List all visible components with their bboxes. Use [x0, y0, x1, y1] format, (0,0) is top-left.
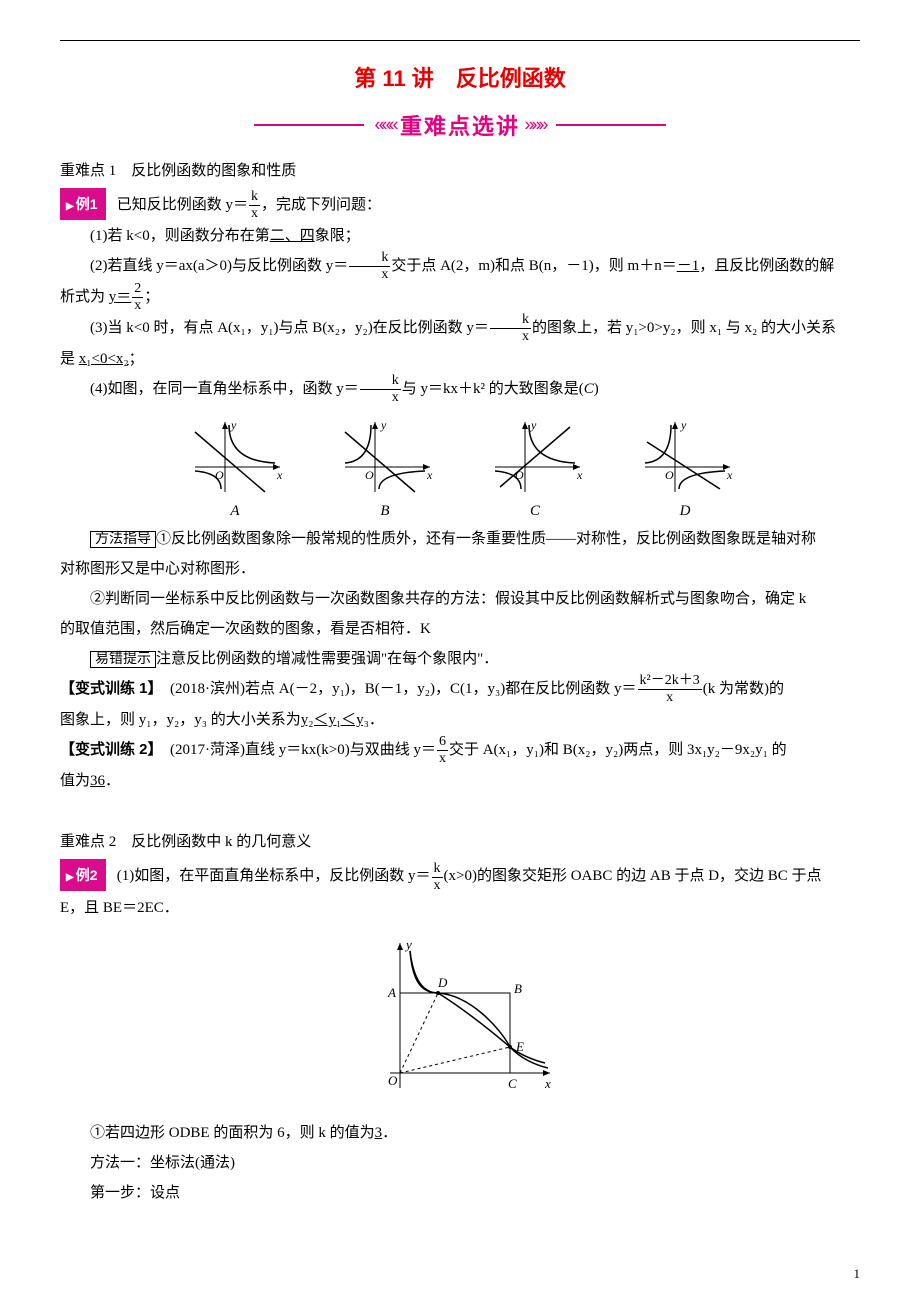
question-3: (3)当 k<0 时，有点 A(x₁，y₁)与点 B(x₂，y₂)在反比例函数 … — [60, 313, 860, 344]
svg-text:y: y — [380, 418, 387, 432]
svg-text:E: E — [515, 1039, 524, 1054]
variant-2-tag: 【变式训练 2】 — [60, 741, 155, 758]
graph-option-d: x y O D — [635, 417, 735, 520]
svg-text:x: x — [426, 468, 433, 482]
graph-b-svg: x y O — [335, 417, 435, 497]
banner: ««« 重难点选讲 »»» — [60, 109, 860, 141]
svg-text:x: x — [544, 1076, 551, 1091]
lecture-title: 第 11 讲 反比例函数 — [60, 61, 860, 93]
page-number: 1 — [854, 1266, 861, 1282]
method-1-title: 方法一：坐标法(通法) — [60, 1148, 860, 1178]
banner-text: 重难点选讲 — [400, 114, 520, 139]
method-label: 方法指导 — [90, 531, 156, 548]
banner-line-left — [254, 124, 364, 126]
graph-c-label: C — [485, 503, 585, 520]
answer-4: C — [584, 381, 594, 397]
graph-b-label: B — [335, 503, 435, 520]
example-2-intro: 例2 (1)如图，在平面直角坐标系中，反比例函数 y＝kx(x>0)的图象交矩形… — [60, 859, 860, 892]
answer-2b: y＝2x — [109, 289, 145, 305]
example-2-line2: E，且 BE＝2EC． — [60, 893, 860, 923]
svg-text:B: B — [514, 981, 522, 996]
method-guide-1b: 对称图形又是中心对称图形． — [60, 554, 860, 584]
svg-text:x: x — [726, 468, 733, 482]
variant-1-line2: 图象上，则 y₁，y₂，y₃ 的大小关系为y₂＜y₁＜y₃． — [60, 705, 860, 735]
svg-text:x: x — [276, 468, 283, 482]
svg-text:C: C — [508, 1076, 517, 1091]
graph-d-svg: x y O — [635, 417, 735, 497]
example-2-tag: 例2 — [60, 859, 106, 891]
example-1-tag: 例1 — [60, 188, 106, 220]
method-guide-2: ②判断同一坐标系中反比例函数与一次函数图象共存的方法：假设其中反比例函数解析式与… — [60, 584, 860, 614]
svg-text:y: y — [530, 418, 537, 432]
sub-answer-1: 3 — [375, 1125, 383, 1141]
answer-2a: －1 — [677, 258, 700, 274]
method-1-step-1: 第一步：设点 — [60, 1178, 860, 1208]
section-2-title: 重难点 2 反比例函数中 k 的几何意义 — [60, 830, 860, 851]
graph-option-c: x y O C — [485, 417, 585, 520]
method-guide-1: 方法指导①反比例函数图象除一般常规的性质外，还有一条重要性质——对称性，反比例函… — [60, 524, 860, 554]
top-rule — [60, 40, 860, 41]
graph-a-label: A — [185, 503, 285, 520]
svg-text:O: O — [365, 468, 374, 482]
svg-text:O: O — [665, 468, 674, 482]
question-4: (4)如图，在同一直角坐标系中，函数 y＝kx与 y＝kx＋k² 的大致图象是(… — [60, 374, 860, 405]
graph-d-label: D — [635, 503, 735, 520]
question-3-line2: 是 x₁<0<x₂； — [60, 344, 860, 374]
banner-chevron-right: »»» — [524, 115, 545, 135]
ex1-frac: kx — [249, 190, 260, 221]
question-1: (1)若 k<0，则函数分布在第二、四象限； — [60, 221, 860, 251]
variant-2-answer: 36 — [90, 773, 105, 789]
error-tip: 易错提示注意反比例函数的增减性需要强调"在每个象限内"． — [60, 644, 860, 674]
svg-text:y: y — [680, 418, 687, 432]
sub-question-1: ①若四边形 ODBE 的面积为 6，则 k 的值为3． — [60, 1118, 860, 1148]
method-guide-2b: 的取值范围，然后确定一次函数的图象，看是否相符．K — [60, 614, 860, 644]
banner-chevron-left: ««« — [374, 115, 395, 135]
svg-text:y: y — [230, 418, 237, 432]
graph-option-a: x y O A — [185, 417, 285, 520]
svg-text:x: x — [576, 468, 583, 482]
banner-line-right — [556, 124, 666, 126]
graph-option-b: x y O B — [335, 417, 435, 520]
variant-1-tag: 【变式训练 1】 — [60, 680, 155, 697]
variant-1-answer: y₂＜y₁＜y₃ — [301, 712, 369, 728]
svg-text:D: D — [437, 975, 448, 990]
question-2: (2)若直线 y＝ax(a＞0)与反比例函数 y＝kx交于点 A(2，m)和点 … — [60, 251, 860, 282]
graph-a-svg: x y O — [185, 417, 285, 497]
section-1-title: 重难点 1 反比例函数的图象和性质 — [60, 159, 860, 180]
ex1-pre: 已知反比例函数 y＝ — [117, 197, 248, 213]
variant-1: 【变式训练 1】 (2018·滨州)若点 A(－2，y₁)，B(－1，y₂)，C… — [60, 674, 860, 705]
variant-2: 【变式训练 2】 (2017·菏泽)直线 y＝kx(k>0)与双曲线 y＝6x交… — [60, 735, 860, 766]
graph-options-row: x y O A x y O B — [60, 417, 860, 520]
ex1-post: ，完成下列问题： — [261, 197, 381, 213]
svg-text:y: y — [404, 937, 412, 952]
svg-text:O: O — [388, 1073, 398, 1088]
variant-2-line2: 值为36． — [60, 766, 860, 796]
example-2-figure: O x y A B C D E — [60, 933, 860, 1108]
example-1-intro: 例1 已知反比例函数 y＝kx，完成下列问题： — [60, 188, 860, 221]
svg-text:A: A — [387, 985, 396, 1000]
graph-c-svg: x y O — [485, 417, 585, 497]
answer-1: 二、四 — [270, 228, 315, 244]
error-label: 易错提示 — [90, 651, 156, 668]
svg-text:O: O — [215, 468, 224, 482]
answer-3: x₁<0<x₂ — [79, 351, 129, 367]
question-2-line2: 析式为 y＝2x； — [60, 282, 860, 313]
